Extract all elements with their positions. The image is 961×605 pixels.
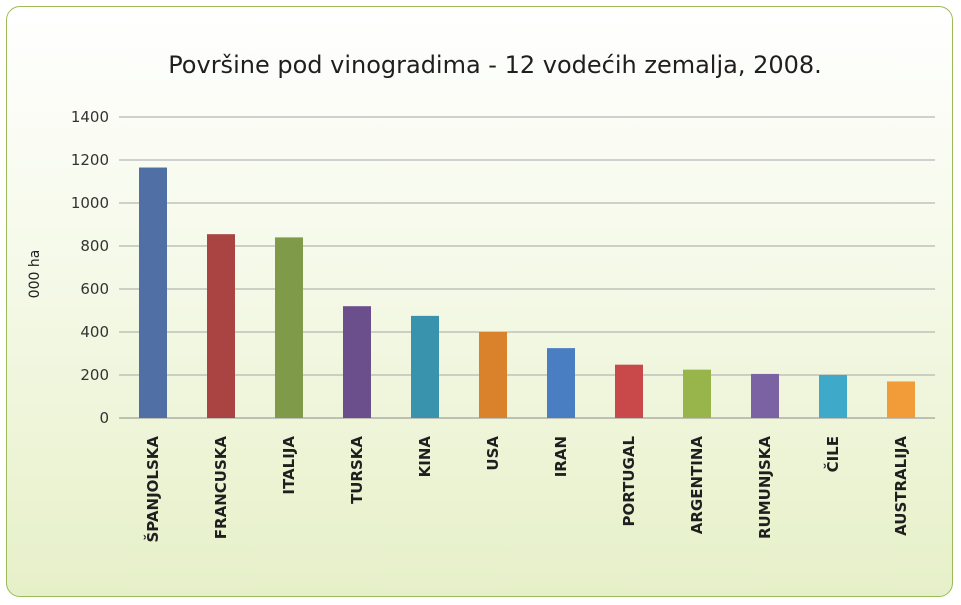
bar [547,348,575,418]
x-category-label: KINA [416,436,434,478]
chart-frame: Površine pod vinogradima - 12 vodećih ze… [6,6,953,597]
bar [411,315,439,418]
x-category-label: IRAN [552,436,570,477]
y-axis-ticks: 0 200 400 600 800 1000 1200 1400 [71,108,109,427]
bar [139,167,167,418]
bar [275,237,303,418]
bar [615,364,643,418]
y-tick-label: 600 [80,280,109,298]
bar [343,306,371,418]
bar [683,369,711,418]
x-axis-categories: ŠPANJOLSKA FRANCUSKA ITALIJA TURSKA KINA USA I… [143,436,910,543]
bar [887,381,915,418]
y-tick-label: 200 [80,366,109,384]
bars [139,167,915,418]
x-category-label: RUMUNJSKA [756,436,774,539]
x-category-label: PORTUGAL [620,436,638,527]
y-tick-label: 0 [99,409,109,427]
x-category-label: AUSTRALIJA [892,436,910,536]
x-category-label: ŠPANJOLSKA [143,436,162,543]
bar [819,375,847,418]
x-category-label: FRANCUSKA [212,436,230,540]
y-tick-label: 1000 [71,194,109,212]
x-category-label: ČILE [823,436,842,472]
y-tick-label: 1200 [71,151,109,169]
bar-chart: Površine pod vinogradima - 12 vodećih ze… [27,51,935,543]
y-tick-label: 800 [80,237,109,255]
bar [479,332,507,418]
x-category-label: USA [484,436,502,471]
y-tick-label: 1400 [71,108,109,126]
gridlines [119,116,935,419]
bar [207,234,235,418]
x-category-label: ARGENTINA [688,436,706,535]
y-tick-label: 400 [80,323,109,341]
y-axis-label: 000 ha [27,250,43,299]
x-category-label: ITALIJA [280,436,298,495]
chart-title: Površine pod vinogradima - 12 vodećih ze… [168,51,822,79]
x-category-label: TURSKA [348,436,366,504]
bar [751,373,779,418]
